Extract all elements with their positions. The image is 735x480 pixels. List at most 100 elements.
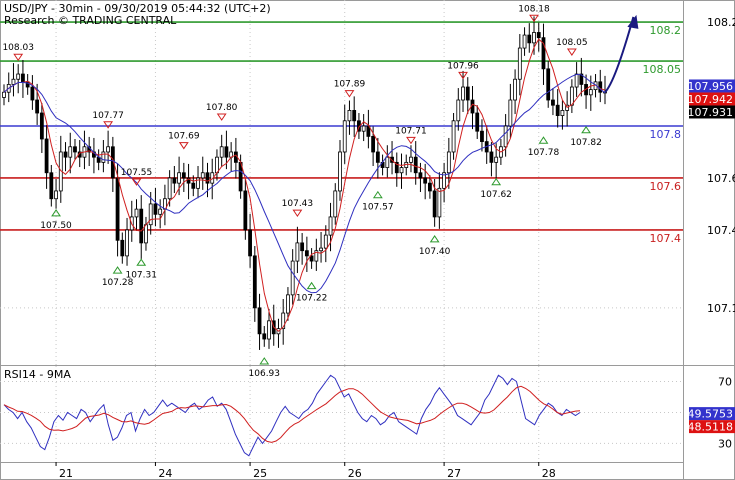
candle-body-114 [541, 37, 546, 70]
candle-body-78 [371, 135, 376, 153]
candle-body-46 [219, 146, 224, 158]
candle-body-94 [446, 151, 451, 174]
high-marker-9 [529, 14, 539, 23]
candle-body-98 [465, 86, 470, 101]
time-axis: 21 24 25 26 27 28 [55, 462, 556, 480]
candle-body-13 [63, 151, 68, 158]
high-marker-5 [292, 209, 303, 218]
candle-body-40 [191, 182, 196, 189]
low-label-9: 107.82 [570, 138, 602, 148]
candle-body-79 [375, 151, 380, 163]
candle-body-54 [257, 307, 262, 335]
candle-body-53 [252, 255, 257, 309]
candle-body-124 [588, 89, 593, 96]
candle-body-120 [569, 86, 574, 106]
high-marker-0 [13, 53, 24, 62]
candle-body-122 [579, 73, 584, 85]
level-label-4: 107.4 [650, 232, 682, 245]
price-tick-label-2: 107.6 [707, 172, 735, 185]
rsi-tick-label-1: 70 [718, 375, 732, 388]
candle-body-112 [532, 32, 536, 44]
candle-body-63 [300, 242, 305, 252]
low-marker-7 [491, 177, 502, 186]
candle-body-73 [347, 110, 352, 122]
price-candles [2, 16, 607, 350]
candle-body-36 [172, 177, 177, 184]
candle-body-86 [409, 156, 413, 163]
candle-body-101 [480, 130, 484, 142]
candle-body-68 [323, 234, 328, 249]
low-marker-5 [372, 190, 383, 199]
level-label-2: 107.8 [650, 128, 682, 141]
candle-body-52 [248, 229, 252, 257]
candle-body-65 [309, 255, 314, 262]
high-marker-4 [216, 113, 227, 121]
candle-body-42 [200, 172, 205, 179]
chart-title: USD/JPY - 30min - 09/30/2019 05:44:32 (U… [4, 2, 271, 15]
low-label-5: 107.57 [362, 203, 394, 213]
candle-body-111 [527, 34, 532, 44]
rsi-title: RSI14 - 9MA [4, 368, 71, 381]
candle-body-9 [44, 138, 49, 174]
candle-body-118 [560, 110, 565, 117]
candle-body-60 [286, 294, 290, 314]
high-label-10: 108.05 [556, 38, 588, 48]
candle-body-108 [513, 78, 517, 101]
candle-body-29 [139, 208, 144, 244]
low-label-2: 107.31 [125, 270, 157, 280]
candle-body-89 [423, 177, 428, 184]
rsi-tag-bg-1 [689, 420, 735, 434]
moving-averages [3, 38, 606, 332]
candle-body-96 [456, 99, 461, 122]
high-label-7: 107.71 [395, 126, 427, 136]
high-marker-8 [458, 71, 468, 80]
high-marker-3 [178, 142, 189, 150]
price-tick-label-1: 107.4 [707, 224, 735, 237]
candle-body-107 [508, 99, 513, 127]
candle-body-37 [177, 172, 181, 184]
time-tick-label-0: 21 [59, 467, 73, 480]
level-label-3: 107.6 [650, 180, 682, 193]
price-tag-label-1: 107.942 [688, 93, 734, 106]
candle-body-23 [110, 146, 115, 179]
candle-body-47 [224, 146, 229, 158]
price-tick-label-3: 108.2 [707, 16, 735, 29]
low-label-0: 107.50 [40, 221, 72, 231]
time-tick-label-2: 25 [253, 467, 267, 480]
candle-body-81 [385, 156, 390, 168]
candle-body-91 [432, 190, 437, 218]
candle-body-64 [304, 250, 309, 257]
low-marker-4 [306, 281, 317, 290]
candle-body-72 [342, 120, 347, 153]
candle-body-104 [494, 156, 499, 163]
time-tick-label-3: 26 [348, 467, 362, 480]
level-label-1: 108.05 [643, 63, 682, 76]
candle-body-113 [536, 32, 541, 39]
price-tag-bg-0 [689, 79, 735, 93]
high-marker-7 [406, 136, 416, 145]
candle-body-28 [134, 208, 139, 218]
candle-body-77 [366, 125, 371, 137]
rsi-line [3, 374, 581, 457]
low-marker-3 [259, 357, 270, 365]
candle-body-97 [461, 86, 465, 101]
high-label-9: 108.18 [518, 4, 550, 14]
rsi-ma-line [3, 385, 581, 443]
low-label-3: 106.93 [249, 369, 281, 379]
high-marker-10 [566, 48, 577, 56]
candle-body-56 [267, 320, 271, 340]
candle-body-24 [115, 177, 120, 241]
low-label-4: 107.22 [296, 294, 328, 304]
rsi-tag-bg-0 [689, 407, 735, 421]
low-marker-9 [581, 125, 592, 134]
candle-body-59 [281, 312, 286, 330]
candle-body-32 [153, 203, 158, 215]
low-label-6: 107.40 [419, 247, 451, 257]
candle-body-92 [437, 187, 442, 218]
candle-body-11 [54, 190, 58, 200]
candle-body-88 [418, 172, 423, 179]
candle-body-115 [546, 68, 551, 101]
candle-body-43 [205, 172, 210, 184]
